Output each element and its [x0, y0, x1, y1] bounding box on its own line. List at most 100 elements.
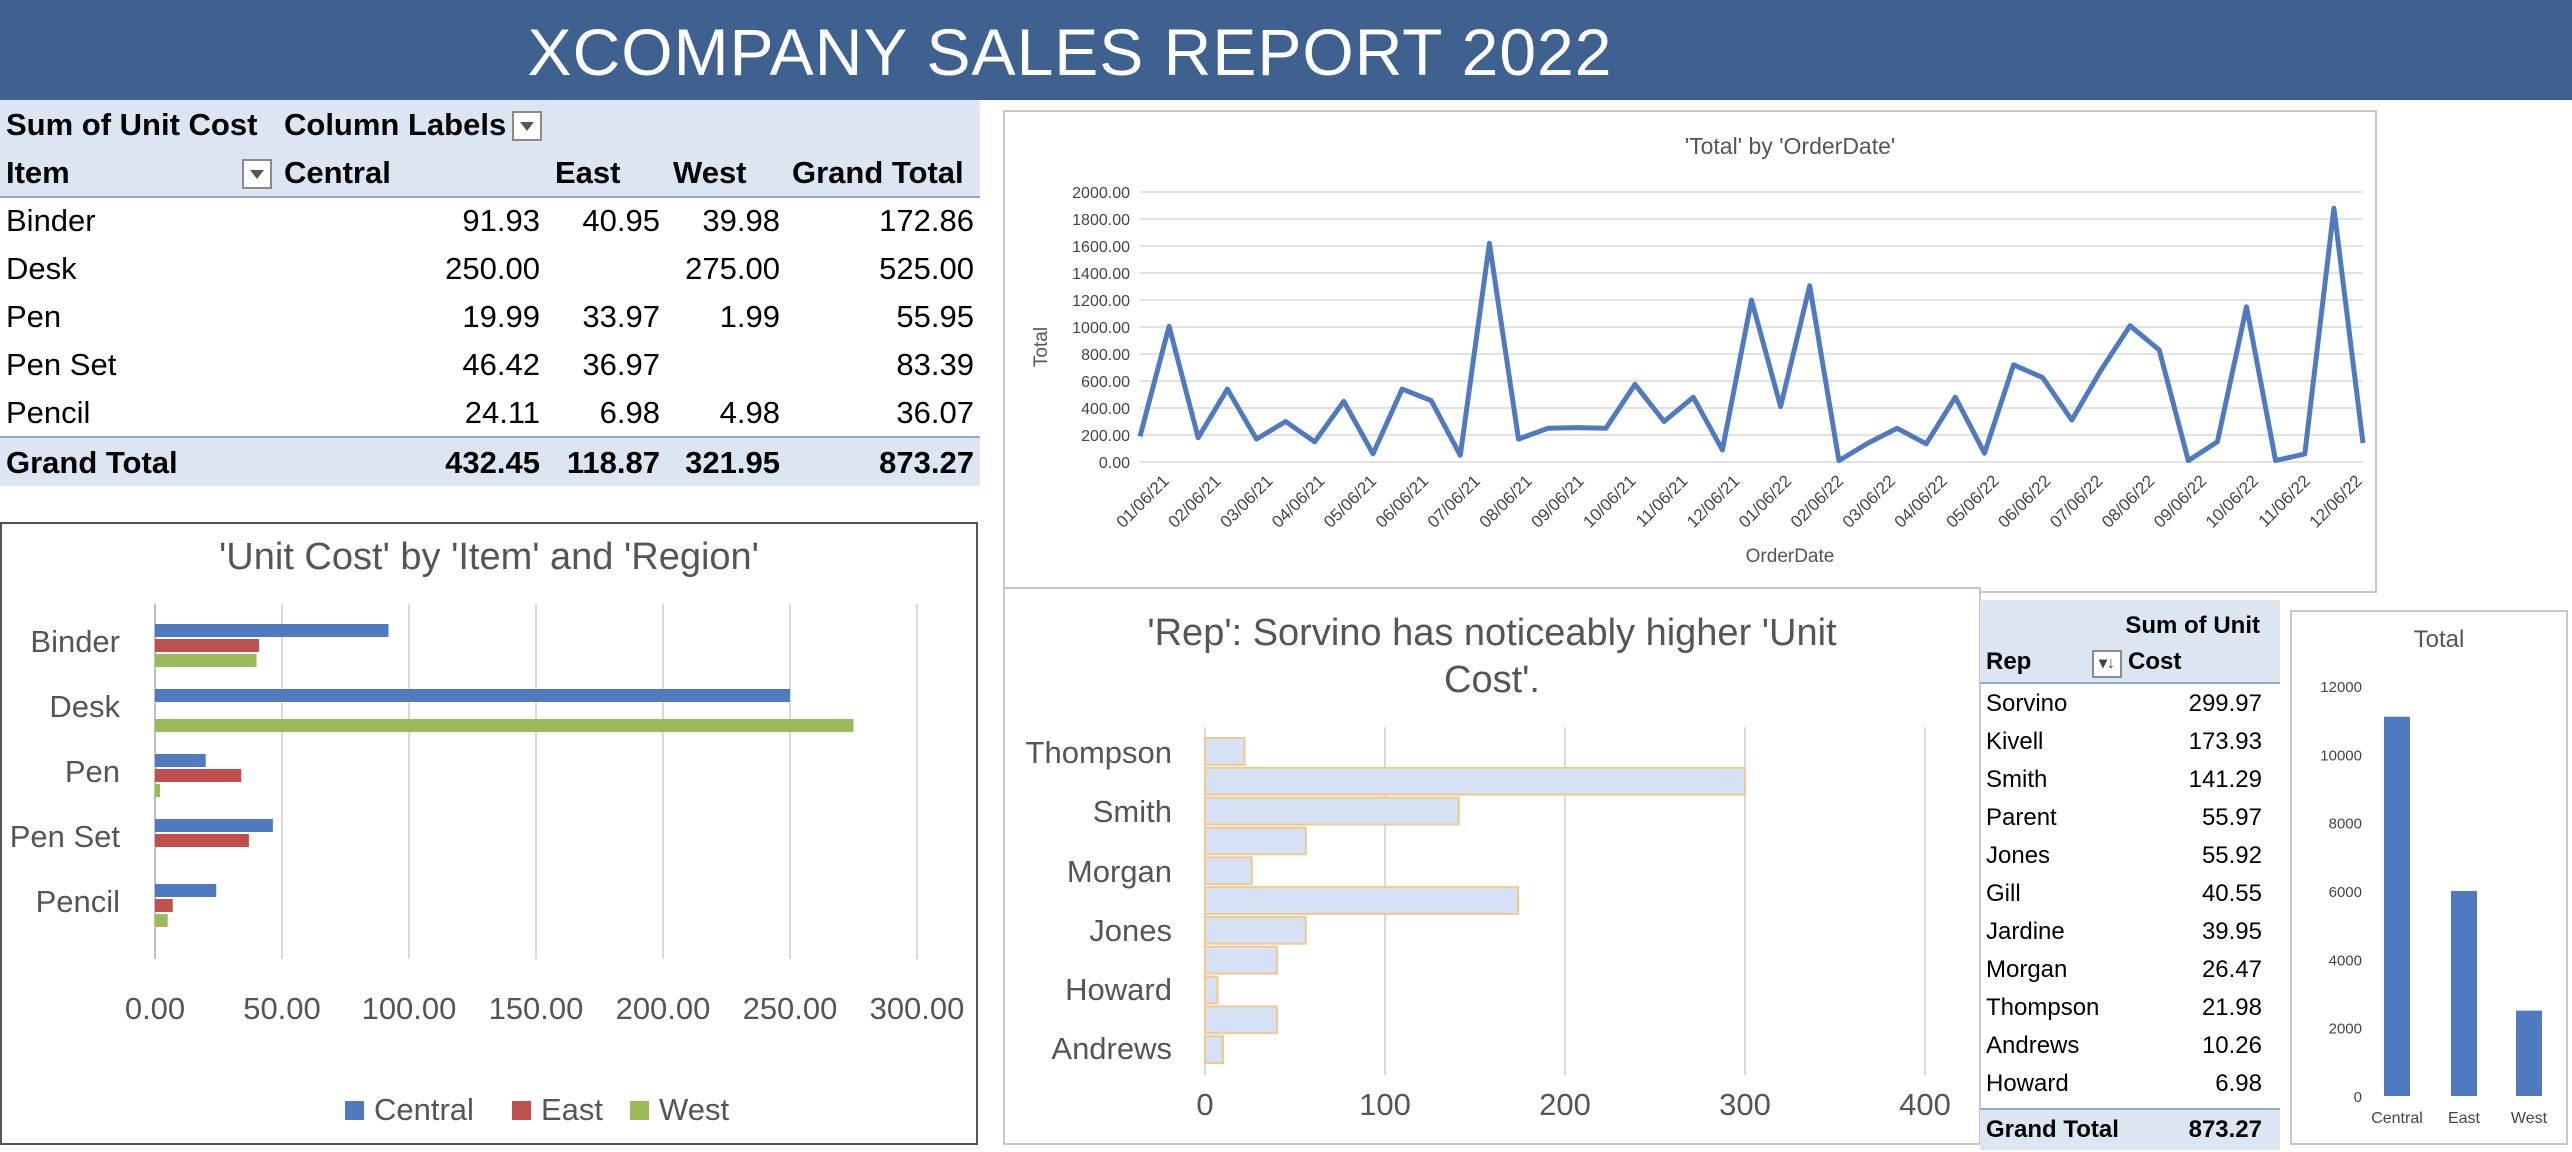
rep-bar [1204, 737, 1246, 766]
line-x-tick-label: 07/06/22 [2046, 471, 2106, 531]
line-x-tick-label: 01/06/22 [1735, 471, 1795, 531]
rep-name: Kivell [1986, 728, 2044, 755]
grand-total-label: Grand Total [6, 445, 178, 480]
line-x-tick-label: 03/06/21 [1216, 471, 1276, 531]
line-y-tick-label: 2000.00 [1072, 185, 1130, 202]
rep-value: 55.97 [2201, 804, 2262, 831]
hbar-bar-east [155, 834, 249, 847]
column-header-east: East [555, 155, 621, 190]
line-y-tick-label: 800.00 [1081, 347, 1130, 364]
line-x-tick-label: 06/06/22 [1994, 471, 2054, 531]
hbar-category-label: Desk [49, 689, 120, 724]
region-total-chart-title: Total [2414, 626, 2465, 653]
pivot-cell-total: 172.86 [879, 203, 974, 238]
line-x-tick-label: 01/06/21 [1113, 471, 1173, 531]
rep-sort-filter-button[interactable]: ▾↓ [2092, 650, 2122, 678]
rep-x-tick-label: 400 [1899, 1087, 1951, 1122]
pivot-row-pen: Pen 19.99 33.97 1.99 55.95 [0, 292, 980, 340]
rep-row-morgan: Morgan 26.47 [1980, 950, 2280, 988]
line-x-tick-label: 03/06/22 [1839, 471, 1899, 531]
rep-grand-total-value: 873.27 [2188, 1116, 2262, 1143]
pivot-row-desk: Desk 250.00 275.00 525.00 [0, 244, 980, 292]
hbar-bar-central [155, 689, 790, 702]
pivot-header-row-1: Sum of Unit Cost Column Labels [0, 100, 980, 148]
rep-chart-title-line-2: Cost'. [1444, 659, 1540, 701]
hbar-x-tick-label: 200.00 [616, 991, 711, 1026]
grand-total-east: 118.87 [566, 445, 660, 480]
line-y-tick-label: 1000.00 [1072, 320, 1130, 337]
line-y-tick-label: 400.00 [1081, 401, 1130, 418]
line-x-tick-label: 07/06/21 [1424, 471, 1484, 531]
pivot-cell-east: 6.98 [599, 395, 660, 430]
pivot-cell-east: 33.97 [582, 299, 660, 334]
line-x-tick-label: 08/06/22 [2098, 471, 2158, 531]
pivot-cell-east: 36.97 [582, 347, 660, 382]
rep-name: Sorvino [1986, 690, 2068, 717]
line-x-tick-label: 10/06/22 [2202, 471, 2262, 531]
rep-row-parent: Parent 55.97 [1980, 798, 2280, 836]
rep-pivot-header-label: Rep [1986, 648, 2032, 675]
rep-value: 26.47 [2201, 956, 2262, 983]
rep-row-jones: Jones 55.92 [1980, 836, 2280, 874]
line-x-tick-label: 02/06/22 [1787, 471, 1847, 531]
item-filter-button[interactable] [242, 159, 272, 189]
rep-pivot-header-value-line-1: Sum of Unit [2125, 612, 2260, 639]
line-x-tick-label: 10/06/21 [1579, 471, 1639, 531]
hbar-category-label: Binder [30, 624, 120, 659]
rep-bar [1204, 766, 1746, 796]
region-y-tick-label: 10000 [2320, 747, 2362, 764]
hbar-bar-central [155, 624, 389, 637]
rep-category-label: Thompson [1026, 735, 1172, 770]
row-header-item: Item [6, 155, 70, 190]
rep-bar [1204, 886, 1520, 915]
total-by-region-chart[interactable]: Total 0 2000 4000 6000 8000 10000 12000 Centra… [2290, 610, 2568, 1145]
pivot-row-pen-set: Pen Set 46.42 36.97 83.39 [0, 340, 980, 388]
region-y-tick-label: 12000 [2320, 679, 2362, 696]
line-y-tick-label: 200.00 [1081, 428, 1130, 445]
rep-bar [1204, 1035, 1224, 1065]
column-labels-filter-button[interactable] [512, 111, 542, 141]
hbar-bar-central [155, 754, 206, 767]
pivot-row-item: Pen Set [6, 347, 117, 382]
line-x-tick-label: 05/06/21 [1320, 471, 1380, 531]
rep-pivot-table: Sum of Unit Cost Rep ▾↓ Sorvino 299.97 Kiv… [1980, 600, 2280, 1150]
rep-x-tick-label: 200 [1539, 1087, 1591, 1122]
rep-row-andrews: Andrews 10.26 [1980, 1026, 2280, 1064]
unit-cost-by-item-region-chart[interactable]: 'Unit Cost' by 'Item' and 'Region' Binde… [0, 522, 978, 1145]
pivot-cell-central: 24.11 [464, 395, 540, 430]
hbar-category-label: Pencil [36, 884, 120, 919]
rep-bar [1204, 796, 1460, 826]
line-chart-ylabel: Total [1031, 327, 1052, 367]
hbar-bar-west [155, 784, 161, 797]
column-header-grand-total: Grand Total [792, 155, 964, 190]
rep-row-jardine: Jardine 39.95 [1980, 912, 2280, 950]
pivot-row-item: Desk [6, 251, 77, 286]
pivot-cell-central: 91.93 [462, 203, 540, 238]
pivot-cell-central: 250.00 [445, 251, 540, 286]
legend-label-west: West [659, 1092, 729, 1127]
pivot-cell-total: 83.39 [896, 347, 974, 382]
region-y-tick-label: 8000 [2329, 816, 2362, 833]
rep-row-thompson: Thompson 21.98 [1980, 988, 2280, 1026]
region-y-tick-label: 2000 [2329, 1021, 2362, 1038]
rep-chart-svg: 'Rep': Sorvino has noticeably higher 'Un… [1026, 612, 1951, 1122]
hbar-x-tick-label: 100.00 [362, 991, 457, 1026]
rep-value: 10.26 [2201, 1032, 2262, 1059]
line-chart-svg: 'Total' by 'OrderDate' OrderDate Total 0… [1031, 133, 2366, 567]
rep-bar [1204, 1005, 1278, 1035]
rep-name: Jardine [1986, 918, 2065, 945]
pivot-cell-central: 19.99 [462, 299, 540, 334]
region-category-label: Central [2371, 1110, 2423, 1127]
rep-bar [1204, 975, 1219, 1005]
rep-unit-cost-chart[interactable]: 'Rep': Sorvino has noticeably higher 'Un… [1003, 587, 1981, 1145]
line-x-tick-label: 12/06/21 [1683, 471, 1743, 531]
hbar-category-label: Pen [65, 754, 120, 789]
region-bar-west [2516, 1010, 2542, 1096]
region-bar-central [2384, 716, 2410, 1096]
legend-label-east: East [541, 1092, 603, 1127]
region-total-chart-svg: Total 0 2000 4000 6000 8000 10000 12000 Centra… [2320, 626, 2547, 1127]
grand-total-central: 432.45 [445, 445, 540, 480]
hbar-x-tick-label: 50.00 [243, 991, 321, 1026]
region-y-tick-label: 0 [2354, 1089, 2362, 1106]
total-by-orderdate-chart[interactable]: 'Total' by 'OrderDate' OrderDate Total 0… [1003, 110, 2377, 593]
